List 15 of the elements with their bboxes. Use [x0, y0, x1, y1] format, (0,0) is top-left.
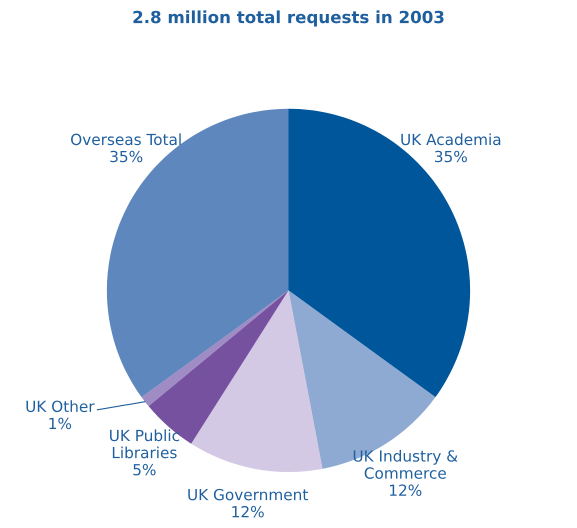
slice-label: UK Government: [188, 488, 308, 500]
data-label: 5%: [133, 464, 156, 476]
slice-label: UK Academia: [401, 133, 500, 146]
data-label: 12%: [390, 484, 422, 496]
slice-label: UK Industry & Commerce: [354, 450, 458, 479]
pie-slice: [191, 290, 323, 472]
slice-label: UK Public Libraries: [110, 429, 180, 458]
slice-label: Overseas Total: [71, 133, 181, 146]
pie-slice: [142, 290, 288, 406]
data-label: 35%: [110, 150, 142, 162]
data-label: 1%: [49, 418, 72, 430]
data-label: 35%: [435, 150, 467, 162]
chart-title: 2.8 million total requests in 2003: [133, 10, 444, 27]
slice-label: UK Other: [26, 400, 95, 412]
data-label: 12%: [232, 506, 264, 518]
